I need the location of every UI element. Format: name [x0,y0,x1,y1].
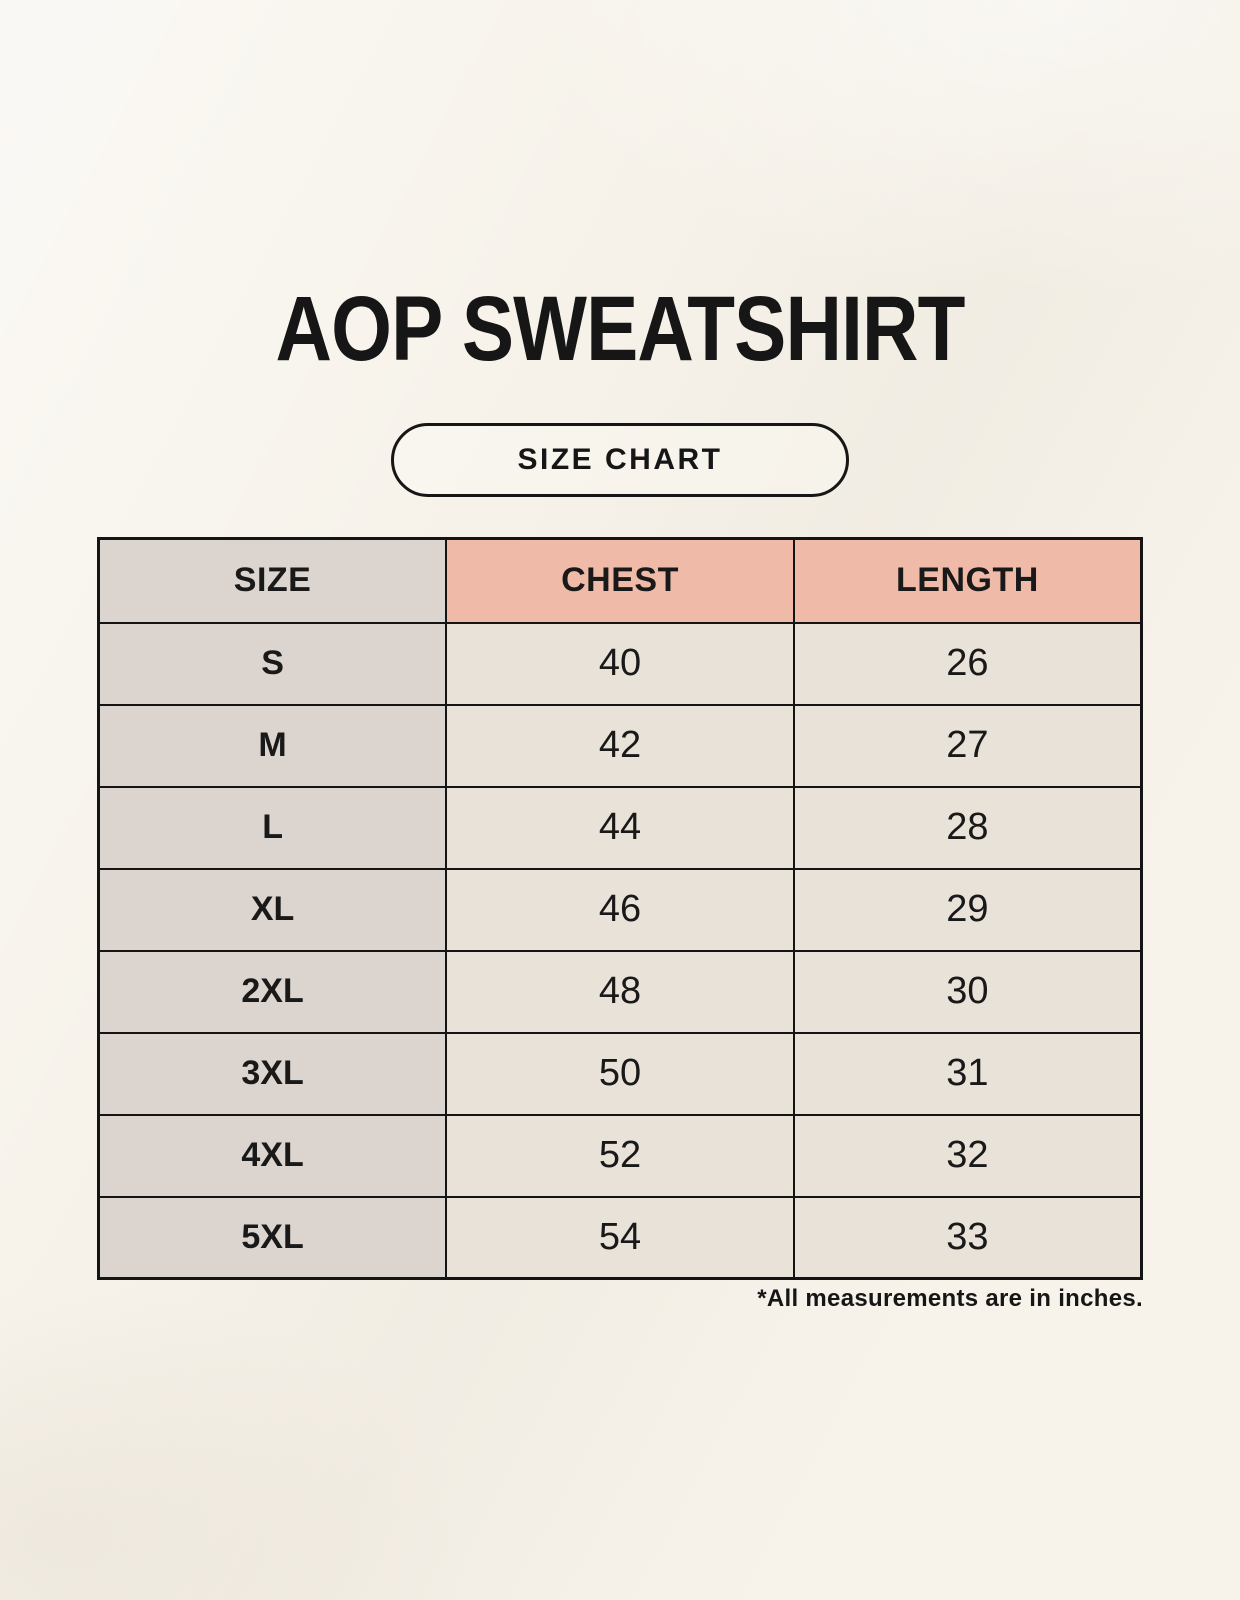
size-table: SIZE CHEST LENGTH S 40 26 M 42 27 L 44 2… [97,537,1143,1280]
size-cell: 4XL [97,1113,448,1198]
size-cell: 2XL [97,949,448,1034]
length-cell: 26 [792,621,1143,706]
size-cell: M [97,703,448,788]
chest-cell: 54 [445,1195,795,1280]
size-cell: XL [97,867,448,952]
length-cell: 29 [792,867,1143,952]
page-title: AOP SWEATSHIRT [275,278,965,380]
table-row: 5XL 54 33 [97,1195,1143,1280]
table-row: L 44 28 [97,785,1143,870]
chest-cell: 48 [445,949,795,1034]
table-row: XL 46 29 [97,867,1143,952]
table-row: 4XL 52 32 [97,1113,1143,1198]
length-cell: 33 [792,1195,1143,1280]
column-header-length: LENGTH [792,537,1143,624]
chest-cell: 40 [445,621,795,706]
length-cell: 28 [792,785,1143,870]
size-cell: 5XL [97,1195,448,1280]
length-cell: 32 [792,1113,1143,1198]
chest-cell: 46 [445,867,795,952]
length-cell: 27 [792,703,1143,788]
chest-cell: 52 [445,1113,795,1198]
size-cell: L [97,785,448,870]
chest-cell: 42 [445,703,795,788]
size-chart-badge-label: SIZE CHART [517,443,723,476]
length-cell: 31 [792,1031,1143,1116]
chest-cell: 50 [445,1031,795,1116]
size-cell: 3XL [97,1031,448,1116]
table-row: M 42 27 [97,703,1143,788]
chest-cell: 44 [445,785,795,870]
table-row: 2XL 48 30 [97,949,1143,1034]
size-cell: S [97,621,448,706]
size-chart-badge[interactable]: SIZE CHART [391,423,849,497]
column-header-size: SIZE [97,537,448,624]
table-row: S 40 26 [97,621,1143,706]
table-row: 3XL 50 31 [97,1031,1143,1116]
measurements-note: *All measurements are in inches. [757,1285,1143,1312]
table-header-row: SIZE CHEST LENGTH [97,537,1143,624]
column-header-chest: CHEST [445,537,795,624]
length-cell: 30 [792,949,1143,1034]
